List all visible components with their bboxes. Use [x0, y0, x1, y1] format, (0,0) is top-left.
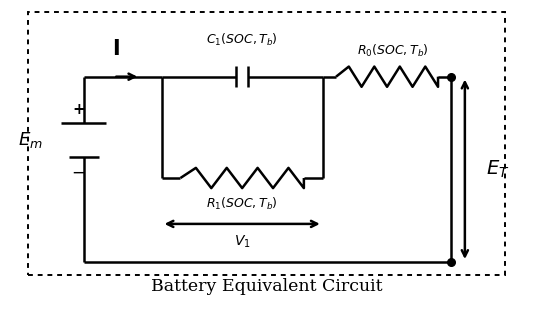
- Text: $V_1$: $V_1$: [234, 233, 251, 250]
- Text: Battery Equivalent Circuit: Battery Equivalent Circuit: [151, 278, 382, 295]
- Text: $E_T$: $E_T$: [486, 159, 510, 180]
- Text: $\mathbf{I}$: $\mathbf{I}$: [112, 39, 120, 59]
- Bar: [27, 12, 505, 274]
- Text: $-$: $-$: [72, 163, 86, 181]
- Text: $R_0(SOC,T_b)$: $R_0(SOC,T_b)$: [357, 43, 428, 59]
- Text: $R_1(SOC,T_b)$: $R_1(SOC,T_b)$: [206, 195, 278, 211]
- Text: +: +: [72, 102, 85, 117]
- Text: $E_m$: $E_m$: [18, 130, 43, 150]
- Text: $C_1(SOC,T_b)$: $C_1(SOC,T_b)$: [206, 32, 278, 48]
